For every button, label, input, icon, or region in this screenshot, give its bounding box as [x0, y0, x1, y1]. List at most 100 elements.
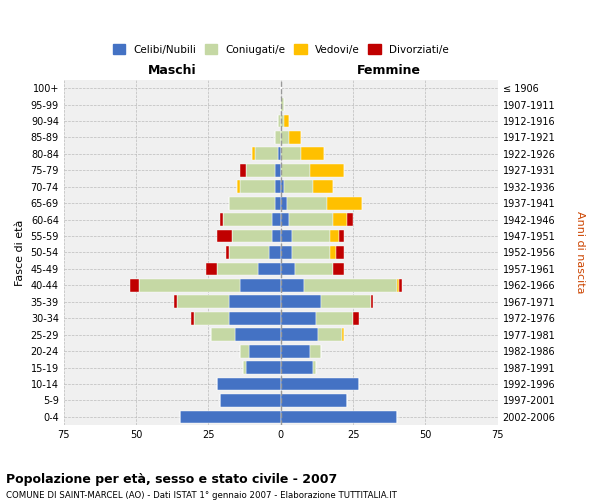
Bar — [330, 246, 336, 259]
Bar — [333, 213, 347, 226]
Bar — [371, 296, 373, 308]
Bar — [281, 344, 310, 358]
Bar — [130, 279, 139, 292]
Y-axis label: Anni di nascita: Anni di nascita — [575, 211, 585, 294]
Bar — [295, 262, 333, 276]
Bar — [347, 213, 353, 226]
Bar — [304, 279, 397, 292]
Bar — [272, 230, 281, 242]
Bar — [220, 394, 281, 407]
Bar — [281, 213, 289, 226]
Bar — [301, 148, 324, 160]
Bar — [281, 410, 397, 424]
Bar — [281, 164, 310, 176]
Bar — [191, 312, 194, 324]
Bar — [292, 230, 330, 242]
Bar — [281, 312, 316, 324]
Legend: Celibi/Nubili, Coniugati/e, Vedovi/e, Divorziati/e: Celibi/Nubili, Coniugati/e, Vedovi/e, Di… — [109, 40, 453, 58]
Bar — [281, 394, 347, 407]
Bar — [176, 296, 229, 308]
Bar — [229, 296, 281, 308]
Bar — [281, 98, 284, 111]
Bar — [229, 312, 281, 324]
Bar — [257, 262, 281, 276]
Bar — [281, 296, 322, 308]
Bar — [246, 164, 275, 176]
Text: COMUNE DI SAINT-MARCEL (AO) - Dati ISTAT 1° gennaio 2007 - Elaborazione TUTTITAL: COMUNE DI SAINT-MARCEL (AO) - Dati ISTAT… — [6, 491, 397, 500]
Bar — [206, 262, 217, 276]
Bar — [284, 180, 313, 193]
Bar — [327, 196, 362, 209]
Bar — [255, 148, 278, 160]
Bar — [246, 361, 281, 374]
Bar — [281, 246, 292, 259]
Bar — [217, 262, 257, 276]
Bar — [229, 196, 275, 209]
Bar — [275, 131, 281, 144]
Text: Popolazione per età, sesso e stato civile - 2007: Popolazione per età, sesso e stato civil… — [6, 472, 337, 486]
Bar — [292, 246, 330, 259]
Bar — [284, 114, 289, 128]
Bar — [235, 328, 281, 341]
Bar — [281, 180, 284, 193]
Bar — [281, 131, 289, 144]
Bar — [252, 148, 255, 160]
Bar — [322, 296, 371, 308]
Bar — [240, 279, 281, 292]
Bar — [211, 328, 235, 341]
Bar — [289, 213, 333, 226]
Bar — [281, 361, 313, 374]
Bar — [232, 230, 272, 242]
Bar — [226, 246, 229, 259]
Y-axis label: Fasce di età: Fasce di età — [15, 220, 25, 286]
Bar — [310, 344, 322, 358]
Text: Maschi: Maschi — [148, 64, 197, 78]
Bar — [281, 328, 319, 341]
Bar — [278, 148, 281, 160]
Bar — [310, 164, 344, 176]
Bar — [353, 312, 359, 324]
Bar — [330, 230, 338, 242]
Bar — [238, 180, 240, 193]
Bar — [313, 180, 333, 193]
Bar — [341, 328, 344, 341]
Bar — [316, 312, 353, 324]
Bar — [281, 279, 304, 292]
Bar — [400, 279, 403, 292]
Bar — [240, 164, 246, 176]
Bar — [281, 230, 292, 242]
Bar — [275, 196, 281, 209]
Bar — [313, 361, 316, 374]
Text: Femmine: Femmine — [358, 64, 421, 78]
Bar — [179, 410, 281, 424]
Bar — [240, 344, 249, 358]
Bar — [287, 196, 327, 209]
Bar — [281, 262, 295, 276]
Bar — [319, 328, 341, 341]
Bar — [272, 213, 281, 226]
Bar — [278, 114, 281, 128]
Bar — [174, 296, 176, 308]
Bar — [281, 378, 359, 390]
Bar — [229, 246, 269, 259]
Bar — [397, 279, 400, 292]
Bar — [217, 230, 232, 242]
Bar — [220, 213, 223, 226]
Bar — [275, 164, 281, 176]
Bar — [249, 344, 281, 358]
Bar — [281, 114, 284, 128]
Bar — [336, 246, 344, 259]
Bar — [269, 246, 281, 259]
Bar — [194, 312, 229, 324]
Bar — [281, 196, 287, 209]
Bar — [281, 148, 301, 160]
Bar — [217, 378, 281, 390]
Bar — [275, 180, 281, 193]
Bar — [243, 361, 246, 374]
Bar — [223, 213, 272, 226]
Bar — [289, 131, 301, 144]
Bar — [338, 230, 344, 242]
Bar — [333, 262, 344, 276]
Bar — [139, 279, 240, 292]
Bar — [240, 180, 275, 193]
